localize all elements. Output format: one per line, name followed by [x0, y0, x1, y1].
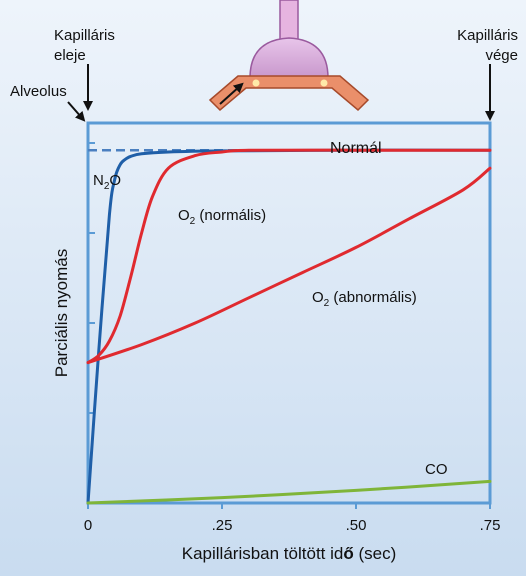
- normal-label: Normál: [330, 140, 382, 157]
- flow-arrow: [219, 82, 244, 105]
- series-line-o2-norm-lis-: [86, 148, 492, 365]
- x-axis-label: Kapillárisban töltött idő (sec): [182, 544, 396, 563]
- alveolus-stem: [279, 0, 299, 41]
- x-tick-label-1: .25: [212, 517, 233, 534]
- red-cell-left: [252, 79, 260, 87]
- start-label-line1: Kapilláris: [54, 27, 115, 44]
- o2-abnormal-label: O2 (abnormális): [312, 289, 417, 309]
- series-line-co: [86, 479, 492, 505]
- x-tick-label-2: .50: [346, 517, 367, 534]
- end-label-line1: Kapilláris: [457, 27, 518, 44]
- x-tick-label-3: .75: [480, 517, 501, 534]
- n2o-label: N2O: [93, 172, 121, 192]
- x-tick-group: 0 .25 .50 .75: [84, 503, 501, 534]
- co-label: CO: [425, 461, 448, 478]
- alveolus-illustration: [208, 0, 370, 112]
- alveolus-arrow: [67, 101, 86, 122]
- alveolus-bulb: [249, 37, 329, 79]
- x-tick-label-0: 0: [84, 517, 92, 534]
- series-line-n2o: [86, 148, 492, 505]
- o2-normal-label: O2 (normális): [178, 207, 266, 227]
- capillary-tube: [208, 75, 370, 112]
- red-cell-right: [320, 79, 328, 87]
- plot-frame: [86, 121, 492, 505]
- alveolus-label: Alveolus: [10, 83, 67, 100]
- series-line-o2-abnorm-lis-: [86, 166, 492, 365]
- y-axis-label: Parciális nyomás: [52, 249, 71, 378]
- start-label-line2: eleje: [54, 47, 86, 64]
- series-group: [86, 148, 492, 505]
- end-label-line2: vége: [485, 47, 518, 64]
